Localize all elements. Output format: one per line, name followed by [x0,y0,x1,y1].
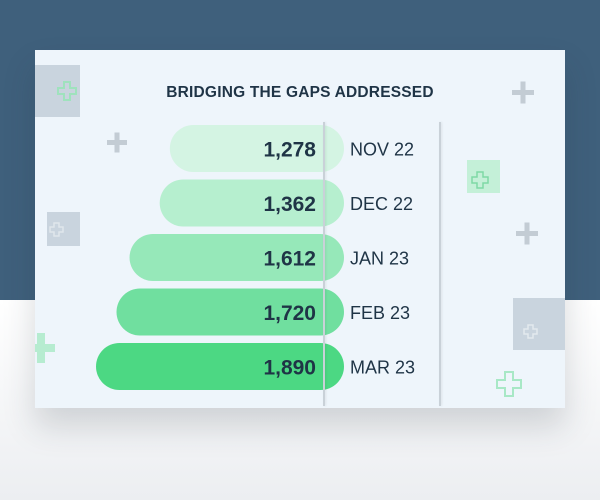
decor-plus-layer [35,81,538,397]
bar-value-label: 1,278 [263,139,316,162]
bar-jan-23 [129,234,344,281]
category-label: FEB 23 [350,303,410,323]
chart-title: BRIDGING THE GAPS ADDRESSED [166,84,434,101]
plus-icon [471,171,489,189]
plus-icon [496,371,522,397]
category-label: JAN 23 [350,249,409,269]
bar-dec-22 [159,179,344,227]
plus-icon [523,324,538,339]
bar-mar-23 [96,343,344,390]
column-divider-left [323,122,325,406]
bar-nov-22 [169,125,344,172]
bar-feb-23 [116,288,344,336]
bar-chart: 1,278 NOV 22 1,362 DEC 22 1,612 JAN 23 1,720 FE… [96,125,415,390]
category-label: MAR 23 [350,358,415,378]
category-label: NOV 22 [350,140,414,160]
plus-icon [35,333,55,363]
plus-icon [107,132,127,153]
bar-value-label: 1,612 [263,248,316,271]
bar-value-label: 1,362 [263,193,316,216]
category-label: DEC 22 [350,194,413,214]
plus-icon [512,81,534,104]
bar-value-label: 1,720 [263,302,316,325]
column-divider-right [439,122,441,406]
plus-icon [57,81,77,101]
decor-square-gray [513,298,565,350]
bar-value-label: 1,890 [263,357,316,380]
plus-icon [516,222,538,245]
infographic-card: BRIDGING THE GAPS ADDRESSED 1,278 NOV 22 1… [35,50,565,408]
plus-icon [49,222,64,237]
